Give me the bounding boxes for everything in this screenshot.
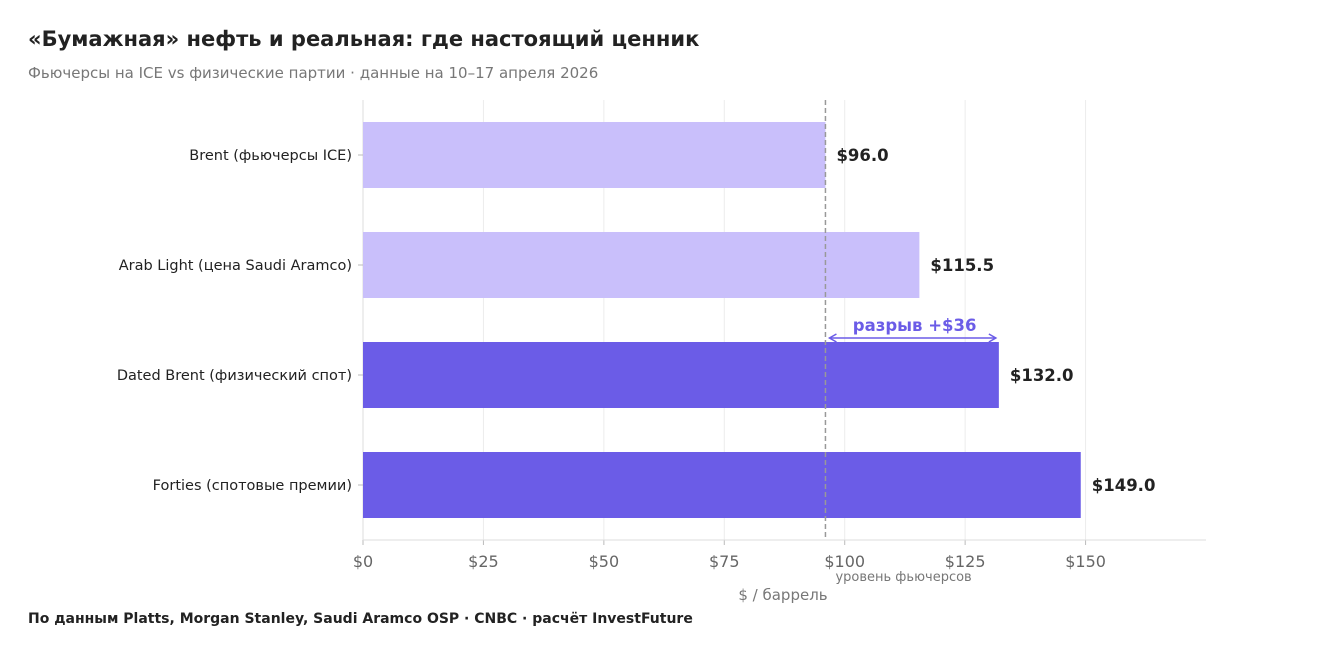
y-tick-label: Arab Light (цена Saudi Aramco) bbox=[119, 258, 352, 274]
source-note: По данным Platts, Morgan Stanley, Saudi … bbox=[28, 611, 693, 627]
chart-title: «Бумажная» нефть и реальная: где настоящ… bbox=[28, 27, 700, 51]
x-tick-label: $100 bbox=[824, 552, 865, 571]
bar bbox=[363, 232, 920, 298]
data-label: $132.0 bbox=[1010, 366, 1074, 385]
x-tick-label: $125 bbox=[945, 552, 986, 571]
x-tick-label: $25 bbox=[468, 552, 499, 571]
y-tick-label: Brent (фьючерсы ICE) bbox=[189, 148, 352, 164]
bar bbox=[363, 452, 1081, 518]
arrowhead-icon bbox=[827, 333, 998, 343]
x-tick-label: $50 bbox=[589, 552, 620, 571]
chart-subtitle: Фьючерсы на ICE vs физические партии · д… bbox=[28, 64, 599, 82]
bar bbox=[363, 122, 826, 188]
data-label: $96.0 bbox=[836, 146, 888, 165]
bar bbox=[363, 342, 999, 408]
gap-annotation: разрыв +$36 bbox=[853, 316, 977, 335]
x-tick-label: $0 bbox=[353, 552, 373, 571]
data-label: $149.0 bbox=[1092, 476, 1156, 495]
data-label: $115.5 bbox=[930, 256, 994, 275]
x-tick-label: $150 bbox=[1065, 552, 1106, 571]
x-tick-label: $75 bbox=[709, 552, 740, 571]
x-axis-label: $ / баррель bbox=[738, 586, 827, 604]
reference-line-label: уровень фьючерсов bbox=[835, 570, 971, 585]
y-tick-label: Forties (спотовые премии) bbox=[153, 478, 352, 494]
y-tick-label: Dated Brent (физический спот) bbox=[117, 368, 352, 384]
